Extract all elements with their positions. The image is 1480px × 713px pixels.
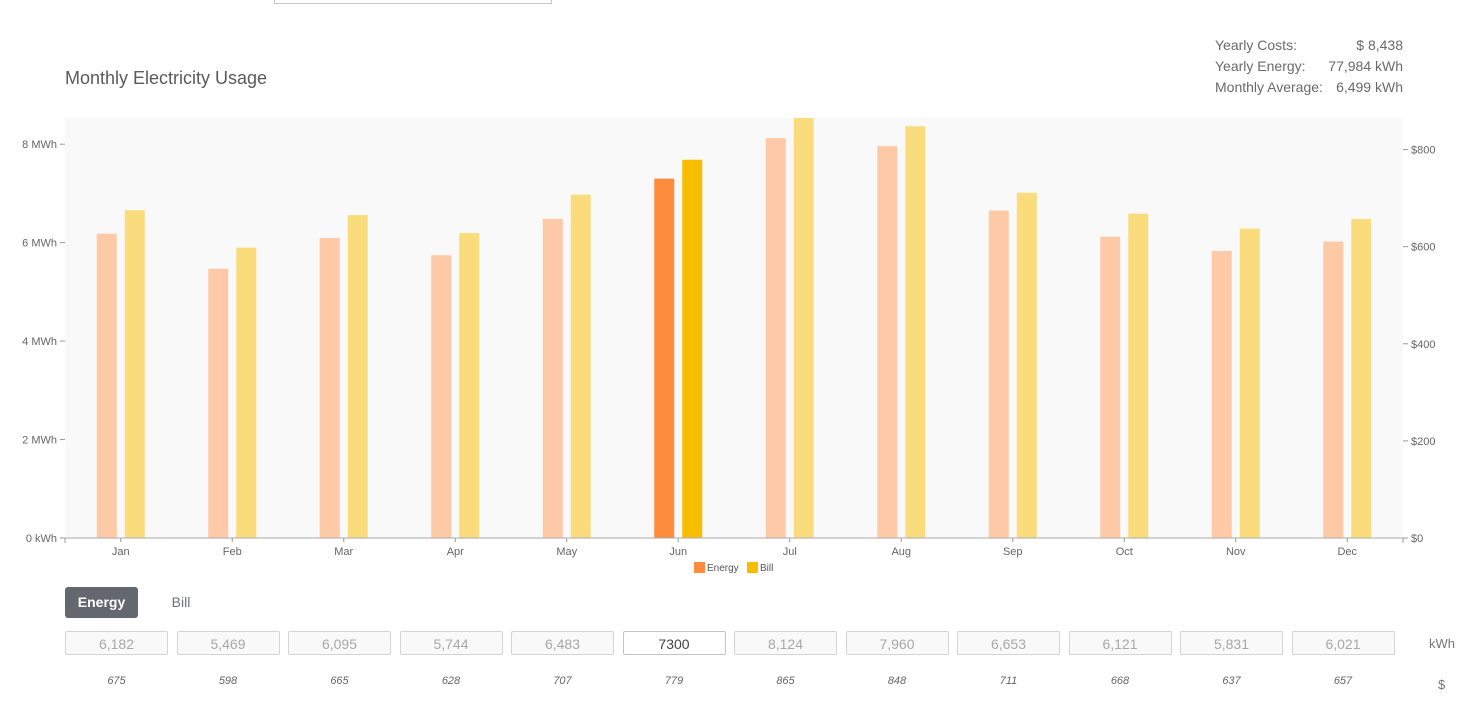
bill-bar-jan[interactable] [124,210,145,538]
y-right-tick-label: $800 [1411,145,1435,157]
bill-value-apr: 628 [441,675,461,687]
energy-bar-sep[interactable] [988,210,1009,538]
yearly-energy-label: Yearly Energy: [1215,58,1306,74]
energy-bar-jun[interactable] [654,178,675,538]
energy-bar-aug[interactable] [877,146,898,538]
bill-bar-mar[interactable] [347,215,368,538]
y-right-tick-label: $400 [1411,339,1435,351]
energy-input-sep[interactable]: 6,653 [957,631,1060,655]
energy-input-jul[interactable]: 8,124 [734,631,837,655]
bill-value-nov: 637 [1222,675,1241,687]
y-left-tick-label: 6 MWh [22,238,57,250]
x-tick-label: Feb [223,546,242,558]
energy-bar-jul[interactable] [765,138,786,538]
bill-bar-apr[interactable] [459,233,480,539]
bill-value-jan: 675 [107,675,126,687]
x-tick-label: Jun [669,546,687,558]
monthly-average-value: 6,499 kWh [1336,79,1403,95]
dollar-unit-label: $ [1438,677,1446,692]
energy-toggle-button[interactable]: Energy [65,587,138,618]
energy-bar-feb[interactable] [208,268,229,538]
bill-bar-aug[interactable] [905,126,926,538]
x-tick-label: Sep [1003,546,1023,558]
bill-bar-sep[interactable] [1016,192,1037,538]
bill-bar-may[interactable] [570,194,591,538]
yearly-costs-row: Yearly Costs: $ 8,438 [1215,35,1403,56]
legend-bill-swatch [747,562,758,573]
bill-bar-jul[interactable] [793,118,814,538]
energy-input-jun[interactable]: 7300 [622,631,726,655]
energy-bar-dec[interactable] [1323,241,1344,538]
legend-bill-label: Bill [760,563,773,574]
energy-bar-mar[interactable] [319,237,340,538]
monthly-usage-chart: Jan Feb Mar Apr May Jun Jul Aug Sep Oct Nov Dec 0 kW… [22,118,1435,574]
bill-value-may: 707 [553,675,572,687]
bill-value-oct: 668 [1110,675,1130,687]
x-tick-label: Oct [1116,546,1133,558]
bill-toggle-button[interactable]: Bill [171,594,191,610]
bill-value-mar: 665 [330,675,349,687]
plot-background [65,118,1403,538]
bill-bar-nov[interactable] [1239,228,1260,538]
x-tick-label: May [556,546,577,558]
bill-bar-feb[interactable] [236,247,257,539]
x-tick-label: Jul [783,546,797,558]
energy-input-oct[interactable]: 6,121 [1068,631,1172,655]
energy-input-nov[interactable]: 5,831 [1180,631,1283,655]
bill-bar-oct[interactable] [1128,213,1149,538]
top-input-box[interactable] [274,0,552,4]
energy-bar-may[interactable] [542,218,563,538]
y-left-tick-label: 2 MWh [22,435,57,447]
bill-value-dec: 657 [1333,675,1353,687]
y-left-tick-label: 8 MWh [22,139,57,151]
x-tick-label: Apr [447,546,464,558]
summary-panel: Yearly Costs: $ 8,438 Yearly Energy: 77,… [1215,35,1403,98]
bill-value-aug: 848 [887,675,907,687]
chart-title: Monthly Electricity Usage [65,68,268,88]
x-tick-label: Jan [112,546,130,558]
bill-value-feb: 598 [218,675,238,687]
yearly-energy-row: Yearly Energy: 77,984 kWh [1215,56,1403,77]
energy-input-mar[interactable]: 6,095 [288,631,391,655]
y-right-tick-label: $0 [1411,533,1423,545]
bill-value-jun: 779 [664,675,684,687]
yearly-energy-value: 77,984 kWh [1328,58,1403,74]
y-right-tick-label: $600 [1411,242,1435,254]
y-right-tick-label: $200 [1411,436,1435,448]
kwh-unit-label: kWh [1429,636,1455,651]
x-tick-label: Mar [334,546,353,558]
bill-bar-dec[interactable] [1351,218,1372,539]
energy-input-apr[interactable]: 5,744 [399,631,503,655]
energy-input-may[interactable]: 6,483 [511,631,614,655]
energy-input-jan[interactable]: 6,182 [65,631,168,655]
energy-bar-jan[interactable] [96,233,117,539]
x-tick-label: Nov [1226,546,1246,558]
energy-input-feb[interactable]: 5,469 [176,631,280,655]
energy-input-aug[interactable]: 7,960 [845,631,949,655]
x-tick-label: Dec [1337,546,1357,558]
energy-bar-apr[interactable] [431,255,452,538]
monthly-average-row: Monthly Average: 6,499 kWh [1215,77,1403,98]
bill-bar-jun[interactable] [682,159,703,538]
legend-energy-label: Energy [707,563,739,574]
yearly-costs-label: Yearly Costs: [1215,37,1297,53]
y-left-tick-label: 0 kWh [26,533,57,545]
bill-value-sep: 711 [999,675,1018,687]
legend-energy-swatch [694,562,705,573]
monthly-average-label: Monthly Average: [1215,79,1323,95]
energy-bar-nov[interactable] [1211,250,1232,538]
y-left-tick-label: 4 MWh [22,336,57,348]
bill-value-jul: 865 [776,675,795,687]
yearly-costs-value: $ 8,438 [1356,37,1403,53]
energy-bar-oct[interactable] [1100,236,1121,539]
x-tick-label: Aug [891,546,911,558]
energy-input-dec[interactable]: 6,021 [1291,631,1395,655]
